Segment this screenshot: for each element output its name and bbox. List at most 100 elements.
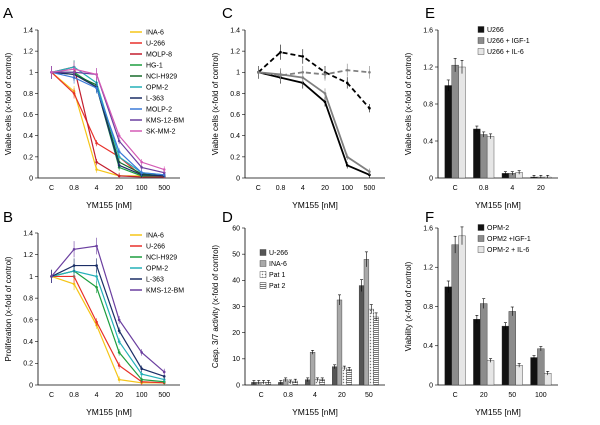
series-line: [51, 71, 165, 177]
data-point: [95, 285, 98, 289]
x-axis-label: YM155 [nM]: [86, 407, 132, 417]
y-axis-label: Viable cells (x-fold of control): [4, 52, 13, 155]
y-tick-label: 30: [232, 304, 240, 311]
y-axis-label: Viable cells (x-fold of control): [211, 52, 220, 155]
x-tick-label: 500: [158, 185, 170, 192]
y-tick-label: 1.6: [423, 27, 433, 34]
y-tick-label: 60: [232, 225, 240, 232]
data-point: [72, 247, 76, 251]
legend-label: KMS-12-BM: [146, 288, 184, 295]
y-tick-label: 10: [232, 356, 240, 363]
x-tick-label: C: [256, 185, 261, 192]
legend-swatch: [259, 260, 267, 267]
legend-swatch: [477, 224, 485, 231]
bar: [341, 367, 347, 386]
x-axis-label: YM155 [nM]: [475, 407, 521, 417]
y-tick-label: 1.4: [230, 27, 240, 34]
data-point: [140, 351, 143, 354]
y-tick-label: 0: [29, 175, 33, 182]
bar: [458, 66, 466, 179]
series-line: [51, 270, 165, 381]
legend-swatch: [477, 48, 485, 55]
x-tick-label: 0.8: [69, 185, 79, 192]
legend-label: U266 + IL-6: [487, 49, 524, 56]
x-tick-label: 4: [95, 392, 99, 399]
y-tick-label: 0.2: [23, 154, 33, 161]
x-tick-label: 0.8: [69, 392, 79, 399]
bar: [363, 259, 370, 386]
data-point: [95, 244, 98, 248]
data-point: [95, 73, 98, 76]
data-point: [345, 68, 349, 72]
data-point: [117, 318, 121, 322]
y-tick-label: 0.4: [230, 133, 240, 140]
data-point: [95, 160, 98, 164]
data-point: [257, 70, 260, 74]
data-point: [279, 50, 282, 54]
bar: [508, 311, 516, 386]
legend-swatch: [259, 271, 267, 278]
y-tick-label: 0.6: [230, 112, 240, 119]
panel-letter: F: [425, 209, 434, 226]
legend-label: NCI-H929: [146, 255, 177, 262]
bar: [473, 128, 481, 179]
legend-label: OPM-2: [146, 266, 168, 273]
data-point: [279, 74, 282, 77]
data-point: [72, 264, 76, 267]
panel-e: E 0 0.4 0.8 1.2 1.6 Viable cells (x-fold of co…: [404, 5, 558, 210]
x-tick-label: 20: [537, 185, 545, 192]
data-point: [95, 86, 98, 90]
data-point: [117, 164, 121, 167]
legend-swatch: [259, 249, 267, 256]
bar: [444, 286, 452, 386]
data-point: [95, 168, 98, 171]
bar: [336, 299, 343, 386]
legend-swatch: [477, 37, 485, 44]
x-axis-label: YM155 [nM]: [86, 200, 132, 210]
data-point: [162, 375, 166, 378]
legend-label: OPM-2: [146, 85, 168, 92]
bar: [486, 136, 495, 179]
x-tick-label: 4: [301, 185, 305, 192]
legend-label: INA-6: [269, 261, 287, 268]
bar: [515, 365, 523, 386]
x-tick-label: 50: [508, 392, 516, 399]
y-tick-label: 0.6: [23, 112, 33, 119]
y-tick-label: 50: [232, 252, 240, 259]
bar: [451, 64, 459, 179]
data-point: [140, 367, 143, 371]
series-line: [51, 68, 165, 171]
bar: [358, 285, 365, 386]
legend-swatch: [477, 26, 485, 33]
legend-label: NCI-H929: [146, 74, 177, 81]
data-point: [140, 166, 143, 169]
y-axis-label: Viable cells (x-fold of control): [404, 52, 413, 155]
legend-label: OPM-2: [487, 225, 509, 232]
y-tick-label: 0: [29, 382, 33, 389]
y-tick-label: 1: [29, 70, 33, 77]
series-line: [258, 71, 370, 173]
panel-letter: B: [3, 209, 13, 226]
panel-b: B 0 0.2 0.4 0.6 0.8 1 1.2 1.4 Proliferation (x-fo…: [3, 209, 184, 417]
data-point: [50, 275, 53, 278]
y-tick-label: 1.2: [230, 49, 240, 56]
bar: [486, 360, 495, 386]
bar: [444, 85, 452, 179]
y-tick-label: 0.4: [423, 343, 433, 350]
data-point: [140, 160, 143, 164]
legend-label: OPM-2 + IL-6: [487, 247, 529, 254]
panel-letter: E: [425, 5, 435, 22]
legend-label: U266 + IGF-1: [487, 38, 530, 45]
panel-c: C 0 0.2 0.4 0.6 0.8 1 1.2 1.4 Viable cells (x-fol…: [211, 5, 385, 210]
legend-label: L-363: [146, 277, 164, 284]
legend-label: OPM2 +IGF-1: [487, 236, 531, 243]
x-axis-label: YM155 [nM]: [475, 200, 521, 210]
legend-label: SK-MM-2: [146, 129, 176, 136]
data-point: [72, 282, 76, 286]
data-point: [345, 81, 349, 85]
series-line: [258, 71, 370, 176]
x-tick-label: 4: [95, 185, 99, 192]
data-point: [162, 370, 166, 374]
bar: [368, 308, 374, 386]
